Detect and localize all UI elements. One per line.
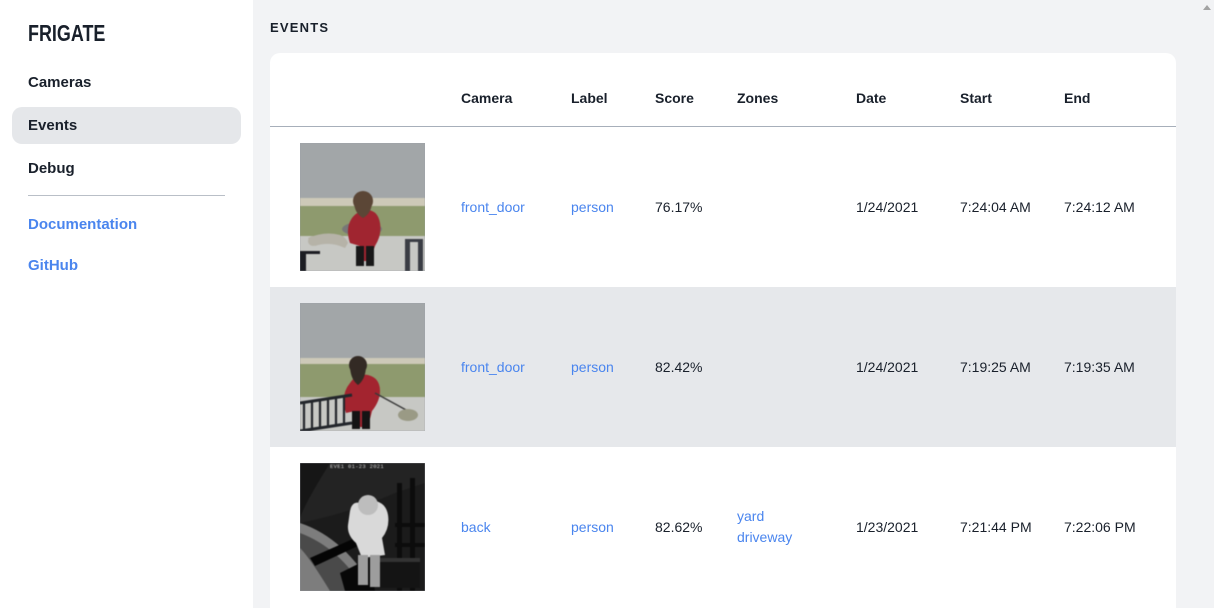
svg-text:EVE1 01-23 2021: EVE1 01-23 2021	[330, 463, 384, 470]
